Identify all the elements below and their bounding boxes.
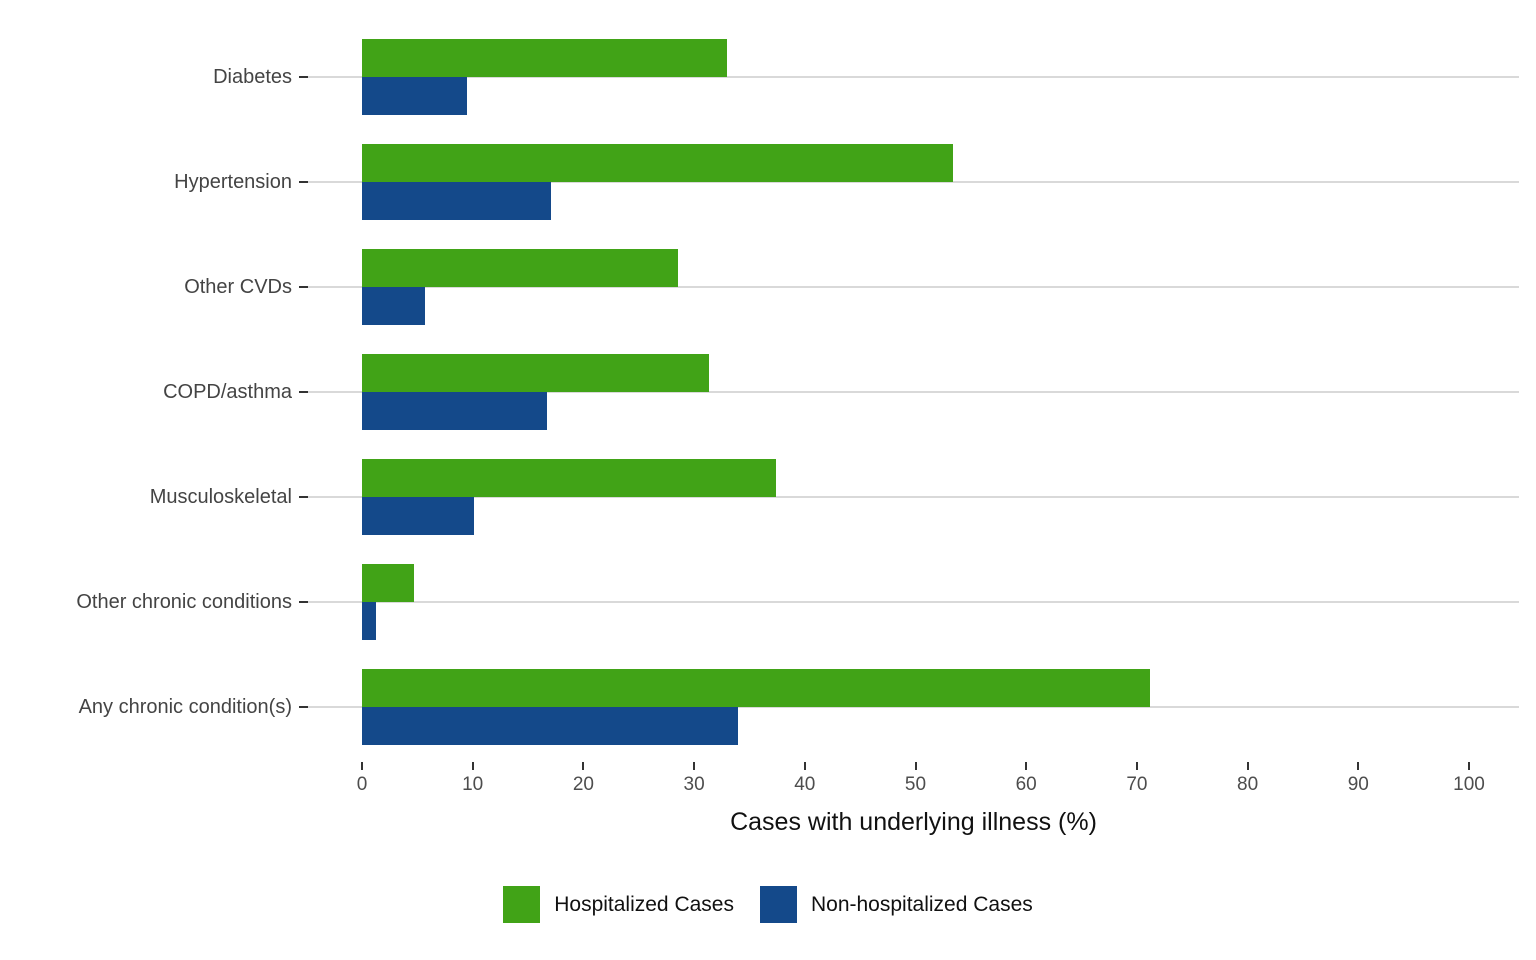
x-tick-mark-100 bbox=[1468, 762, 1470, 770]
category-label-musculoskeletal: Musculoskeletal bbox=[149, 486, 292, 509]
bar-hospitalized-cases-other-cvds bbox=[362, 248, 678, 287]
x-tick-label-50: 50 bbox=[904, 774, 927, 795]
gridline-hypertension bbox=[308, 180, 1519, 183]
x-tick-label-90: 90 bbox=[1347, 774, 1369, 795]
x-tick-mark-40 bbox=[803, 762, 806, 770]
x-tick-mark-0 bbox=[361, 762, 363, 770]
category-label-hypertension: Hypertension bbox=[174, 170, 292, 193]
y-tick-hypertension bbox=[299, 180, 308, 183]
legend-swatch-non-hospitalized-cases bbox=[759, 886, 797, 923]
x-tick-mark-90 bbox=[1357, 762, 1360, 770]
bar-non-hospitalized-cases-other-cvds bbox=[362, 286, 426, 325]
legend-swatch-hospitalized-cases bbox=[503, 886, 541, 923]
gridline-diabetes bbox=[308, 75, 1519, 78]
legend-label-non-hospitalized-cases: Non-hospitalized Cases bbox=[810, 892, 1033, 916]
y-axis-labels: Diabetes Hypertension Other CVDs COPD/asthm… bbox=[0, 24, 292, 760]
x-tick-label-10: 10 bbox=[462, 774, 484, 795]
x-tick-label-80: 80 bbox=[1237, 774, 1259, 795]
y-tick-any-chronic-condition-s bbox=[299, 706, 308, 709]
category-label-other-chronic-conditions: Other chronic conditions bbox=[76, 591, 292, 614]
legend: Hospitalized Cases Non-hospitalized Cases bbox=[0, 886, 1536, 923]
bar-hospitalized-cases-diabetes bbox=[362, 38, 728, 77]
gridline-other-cvds bbox=[308, 285, 1519, 288]
bar-non-hospitalized-cases-hypertension bbox=[362, 181, 552, 220]
x-tick-label-100: 100 bbox=[1453, 774, 1485, 795]
gridline-other-chronic-conditions bbox=[308, 601, 1519, 604]
bar-non-hospitalized-cases-other-chronic-conditions bbox=[362, 602, 377, 641]
x-tick-mark-30 bbox=[693, 762, 696, 770]
x-tick-mark-60 bbox=[1025, 762, 1028, 770]
x-tick-label-20: 20 bbox=[572, 774, 594, 795]
x-tick-mark-50 bbox=[914, 762, 917, 770]
x-tick-label-30: 30 bbox=[683, 774, 705, 795]
bar-non-hospitalized-cases-any-chronic-condition-s bbox=[362, 707, 739, 746]
bar-non-hospitalized-cases-diabetes bbox=[362, 76, 468, 115]
gridline-copd-asthma bbox=[308, 391, 1519, 393]
bar-hospitalized-cases-copd-asthma bbox=[362, 354, 709, 392]
bar-hospitalized-cases-any-chronic-condition-s bbox=[362, 669, 1151, 708]
category-label-diabetes: Diabetes bbox=[213, 65, 292, 88]
x-tick-mark-80 bbox=[1246, 762, 1249, 770]
y-tick-copd-asthma bbox=[299, 391, 308, 393]
x-tick-mark-70 bbox=[1135, 762, 1138, 770]
bar-non-hospitalized-cases-musculoskeletal bbox=[362, 497, 474, 536]
x-axis: 0 10 20 30 40 50 60 70 80 90 100 bbox=[308, 760, 1519, 806]
bar-non-hospitalized-cases-copd-asthma bbox=[362, 392, 547, 430]
bar-hospitalized-cases-hypertension bbox=[362, 143, 954, 182]
y-tick-diabetes bbox=[299, 75, 308, 78]
x-tick-label-60: 60 bbox=[1015, 774, 1037, 795]
x-axis-title: Cases with underlying illness (%) bbox=[730, 808, 1097, 836]
bar-hospitalized-cases-musculoskeletal bbox=[362, 459, 776, 498]
y-tick-other-cvds bbox=[299, 285, 308, 288]
y-tick-other-chronic-conditions bbox=[299, 601, 308, 604]
plot-panel bbox=[308, 24, 1519, 760]
x-tick-mark-20 bbox=[582, 762, 585, 770]
legend-item-non-hospitalized-cases: Non-hospitalized Cases bbox=[759, 886, 1033, 923]
x-tick-mark-10 bbox=[471, 762, 474, 770]
bar-hospitalized-cases-other-chronic-conditions bbox=[362, 564, 414, 603]
x-tick-label-40: 40 bbox=[794, 774, 816, 795]
category-label-other-cvds: Other CVDs bbox=[184, 275, 292, 298]
category-label-copd-asthma: COPD/asthma bbox=[163, 381, 292, 403]
gridline-musculoskeletal bbox=[308, 496, 1519, 499]
gridline-any-chronic-condition-s bbox=[308, 706, 1519, 709]
legend-item-hospitalized-cases: Hospitalized Cases bbox=[503, 886, 734, 923]
y-tick-musculoskeletal bbox=[299, 496, 308, 499]
category-label-any-chronic-condition-s: Any chronic condition(s) bbox=[78, 696, 292, 719]
x-tick-label-70: 70 bbox=[1126, 774, 1148, 795]
legend-label-hospitalized-cases: Hospitalized Cases bbox=[554, 892, 734, 916]
x-tick-label-0: 0 bbox=[356, 774, 368, 795]
y-axis-tick-marks bbox=[299, 24, 308, 760]
